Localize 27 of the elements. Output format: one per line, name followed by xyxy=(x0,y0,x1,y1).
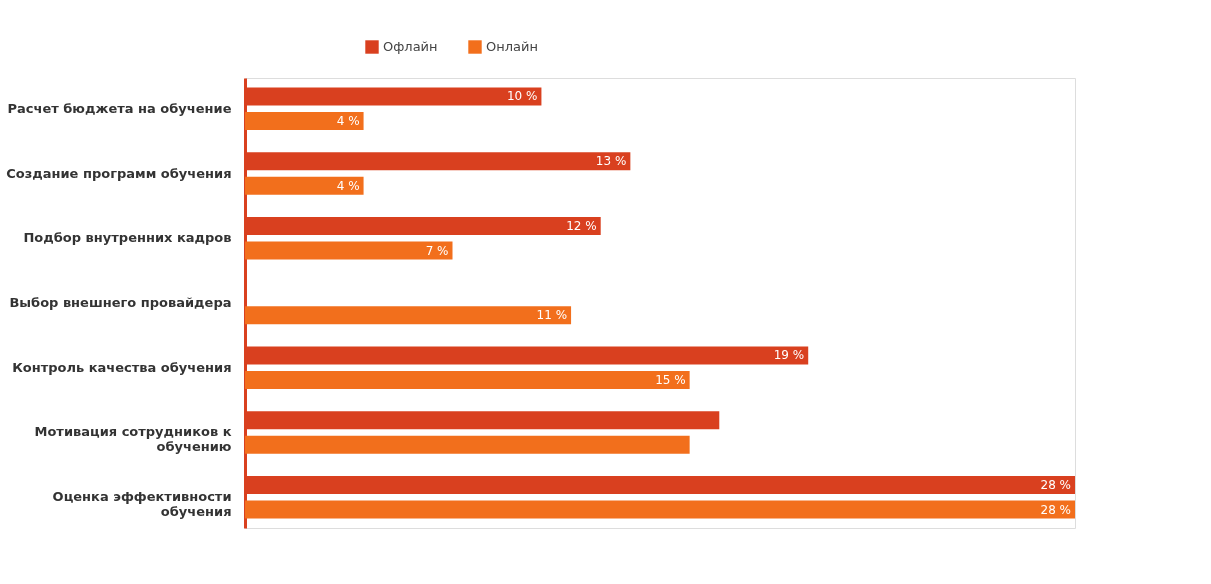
bar xyxy=(245,176,364,195)
y-tick-label: Подбор внутренних кадров xyxy=(23,230,232,246)
bar xyxy=(245,435,690,454)
bar xyxy=(245,500,1075,519)
data-label: 19 % xyxy=(773,348,805,363)
bar xyxy=(245,112,364,131)
data-label: 10 % xyxy=(506,89,538,104)
data-label: 4 % xyxy=(336,178,360,193)
data-label: 28 % xyxy=(1040,502,1071,517)
bar xyxy=(245,371,690,390)
y-tick-label: Контроль качества обучения xyxy=(12,359,232,375)
y-tick-label: Оценка эффективности обучения xyxy=(52,489,232,520)
data-label: 15 % xyxy=(655,373,686,388)
data-label: 12 % xyxy=(566,218,597,233)
data-label: 7 % xyxy=(425,243,449,258)
data-label: 13 % xyxy=(595,154,627,169)
y-tick-label: Создание программ обучения xyxy=(6,165,232,181)
y-tick-label: Выбор внешнего провайдера xyxy=(9,295,232,310)
legend-label: Офлайн xyxy=(383,39,438,54)
data-label: 4 % xyxy=(336,114,360,129)
y-tick-label: Мотивация сотрудников к обучению xyxy=(34,424,232,455)
data-label: 28 % xyxy=(1040,477,1071,492)
y-tick-label: Расчет бюджета на обучение xyxy=(7,100,232,116)
legend-label: Онлайн xyxy=(486,39,538,54)
bar xyxy=(245,306,572,325)
bar xyxy=(245,241,453,260)
data-label: 11 % xyxy=(536,308,568,323)
